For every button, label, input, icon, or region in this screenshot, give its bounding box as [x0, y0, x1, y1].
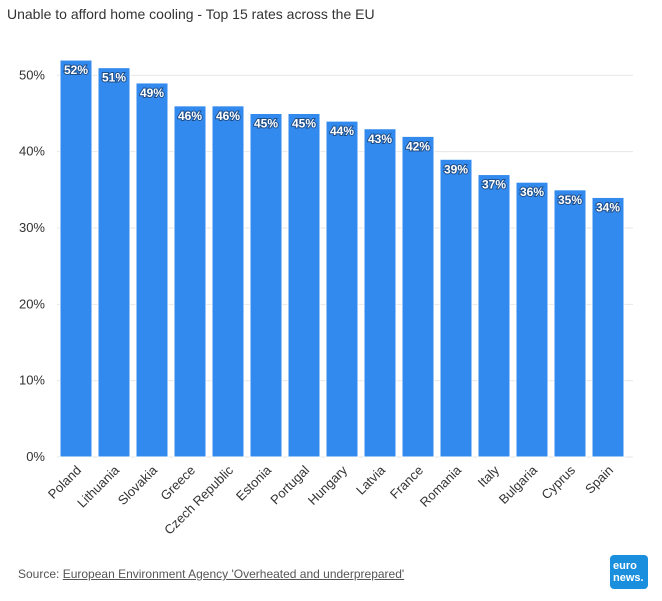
data-label: 36%: [520, 185, 544, 199]
x-tick-label: Czech Republic: [161, 462, 236, 537]
data-label: 37%: [482, 178, 506, 192]
x-tick-label: Lithuania: [74, 462, 122, 510]
bar: [363, 128, 397, 458]
x-tick-label: Latvia: [353, 462, 389, 498]
bar: [439, 158, 473, 458]
data-label: 43%: [368, 132, 392, 146]
chart-title: Unable to afford home cooling - Top 15 r…: [7, 6, 375, 22]
bar: [287, 112, 321, 458]
source-line: Source: European Environment Agency 'Ove…: [18, 567, 404, 581]
bar: [59, 59, 93, 458]
data-label: 44%: [330, 124, 354, 138]
bar: [591, 196, 625, 458]
data-label: 42%: [406, 139, 430, 153]
y-tick-label: 30%: [19, 220, 45, 235]
data-label: 46%: [178, 109, 202, 123]
logo-line2: news.: [613, 572, 644, 584]
y-tick-label: 10%: [19, 373, 45, 388]
bar: [515, 181, 549, 458]
data-label: 51%: [102, 71, 126, 85]
bar: [135, 82, 169, 458]
data-label: 39%: [444, 162, 468, 176]
logo-line1: euro: [613, 560, 637, 572]
data-label: 52%: [64, 63, 88, 77]
bar-chart: 0%10%20%30%40%50% 52%Poland51%Lithuania49…: [19, 59, 633, 538]
x-tick-label: Spain: [582, 463, 616, 497]
x-tick-label: Portugal: [267, 462, 312, 507]
x-tick-label: Italy: [475, 462, 503, 490]
y-tick-label: 20%: [19, 296, 45, 311]
bar: [553, 189, 587, 458]
euronews-logo: euro news.: [610, 555, 648, 589]
data-label: 45%: [292, 116, 316, 130]
bar: [173, 105, 207, 458]
source-link[interactable]: European Environment Agency 'Overheated …: [62, 567, 405, 581]
x-tick-label: Cyprus: [538, 462, 578, 502]
data-label: 45%: [254, 116, 278, 130]
y-tick-label: 40%: [19, 144, 45, 159]
bar: [97, 67, 131, 458]
bar: [211, 105, 245, 458]
y-tick-label: 50%: [19, 67, 45, 82]
x-tick-label: Hungary: [305, 462, 351, 508]
data-label: 34%: [596, 200, 620, 214]
bar: [401, 135, 435, 458]
bar: [325, 120, 359, 458]
x-tick-label: Slovakia: [115, 462, 161, 508]
x-tick-label: Bulgaria: [496, 462, 541, 507]
x-tick-label: Romania: [417, 462, 465, 510]
bar: [249, 112, 283, 458]
data-label: 49%: [140, 86, 164, 100]
source-prefix: Source:: [18, 567, 63, 581]
data-label: 35%: [558, 193, 582, 207]
y-tick-label: 0%: [26, 449, 45, 464]
bar: [477, 174, 511, 458]
data-label: 46%: [216, 109, 240, 123]
